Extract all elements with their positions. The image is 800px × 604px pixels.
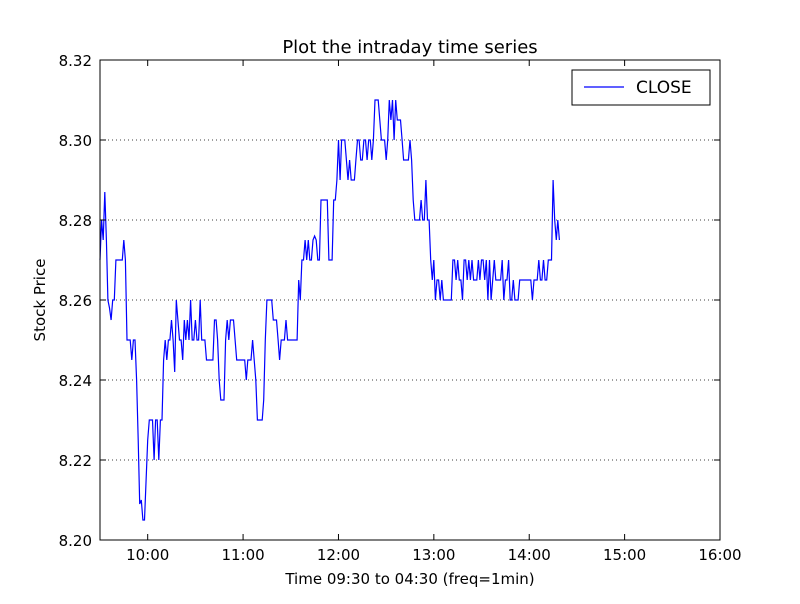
- axis-ticks: 8.20 8.22 8.24 8.26 8.28 8.30 8.32 10:00 11:00 12…: [59, 52, 742, 564]
- x-tick-label: 12:00: [317, 546, 360, 564]
- x-tick-label: 15:00: [603, 546, 646, 564]
- y-tick-label: 8.26: [59, 292, 92, 310]
- y-tick-label: 8.24: [59, 372, 92, 390]
- legend-label-close: CLOSE: [636, 78, 692, 98]
- y-tick-label: 8.22: [59, 452, 92, 470]
- x-tick-label: 16:00: [698, 546, 741, 564]
- series-layer: [99, 99, 560, 521]
- chart-title: Plot the intraday time series: [282, 37, 537, 58]
- x-tick-label: 10:00: [126, 546, 169, 564]
- x-axis-label: Time 09:30 to 04:30 (freq=1min): [284, 570, 534, 588]
- y-tick-label: 8.20: [59, 532, 92, 550]
- y-tick-label: 8.32: [59, 52, 92, 70]
- legend: CLOSE: [571, 69, 711, 106]
- series-line-close: [99, 99, 560, 521]
- y-axis-label: Stock Price: [31, 259, 49, 342]
- x-tick-label: 11:00: [221, 546, 264, 564]
- y-tick-label: 8.28: [59, 212, 92, 230]
- x-tick-label: 13:00: [412, 546, 455, 564]
- x-tick-label: 14:00: [508, 546, 551, 564]
- y-tick-label: 8.30: [59, 132, 92, 150]
